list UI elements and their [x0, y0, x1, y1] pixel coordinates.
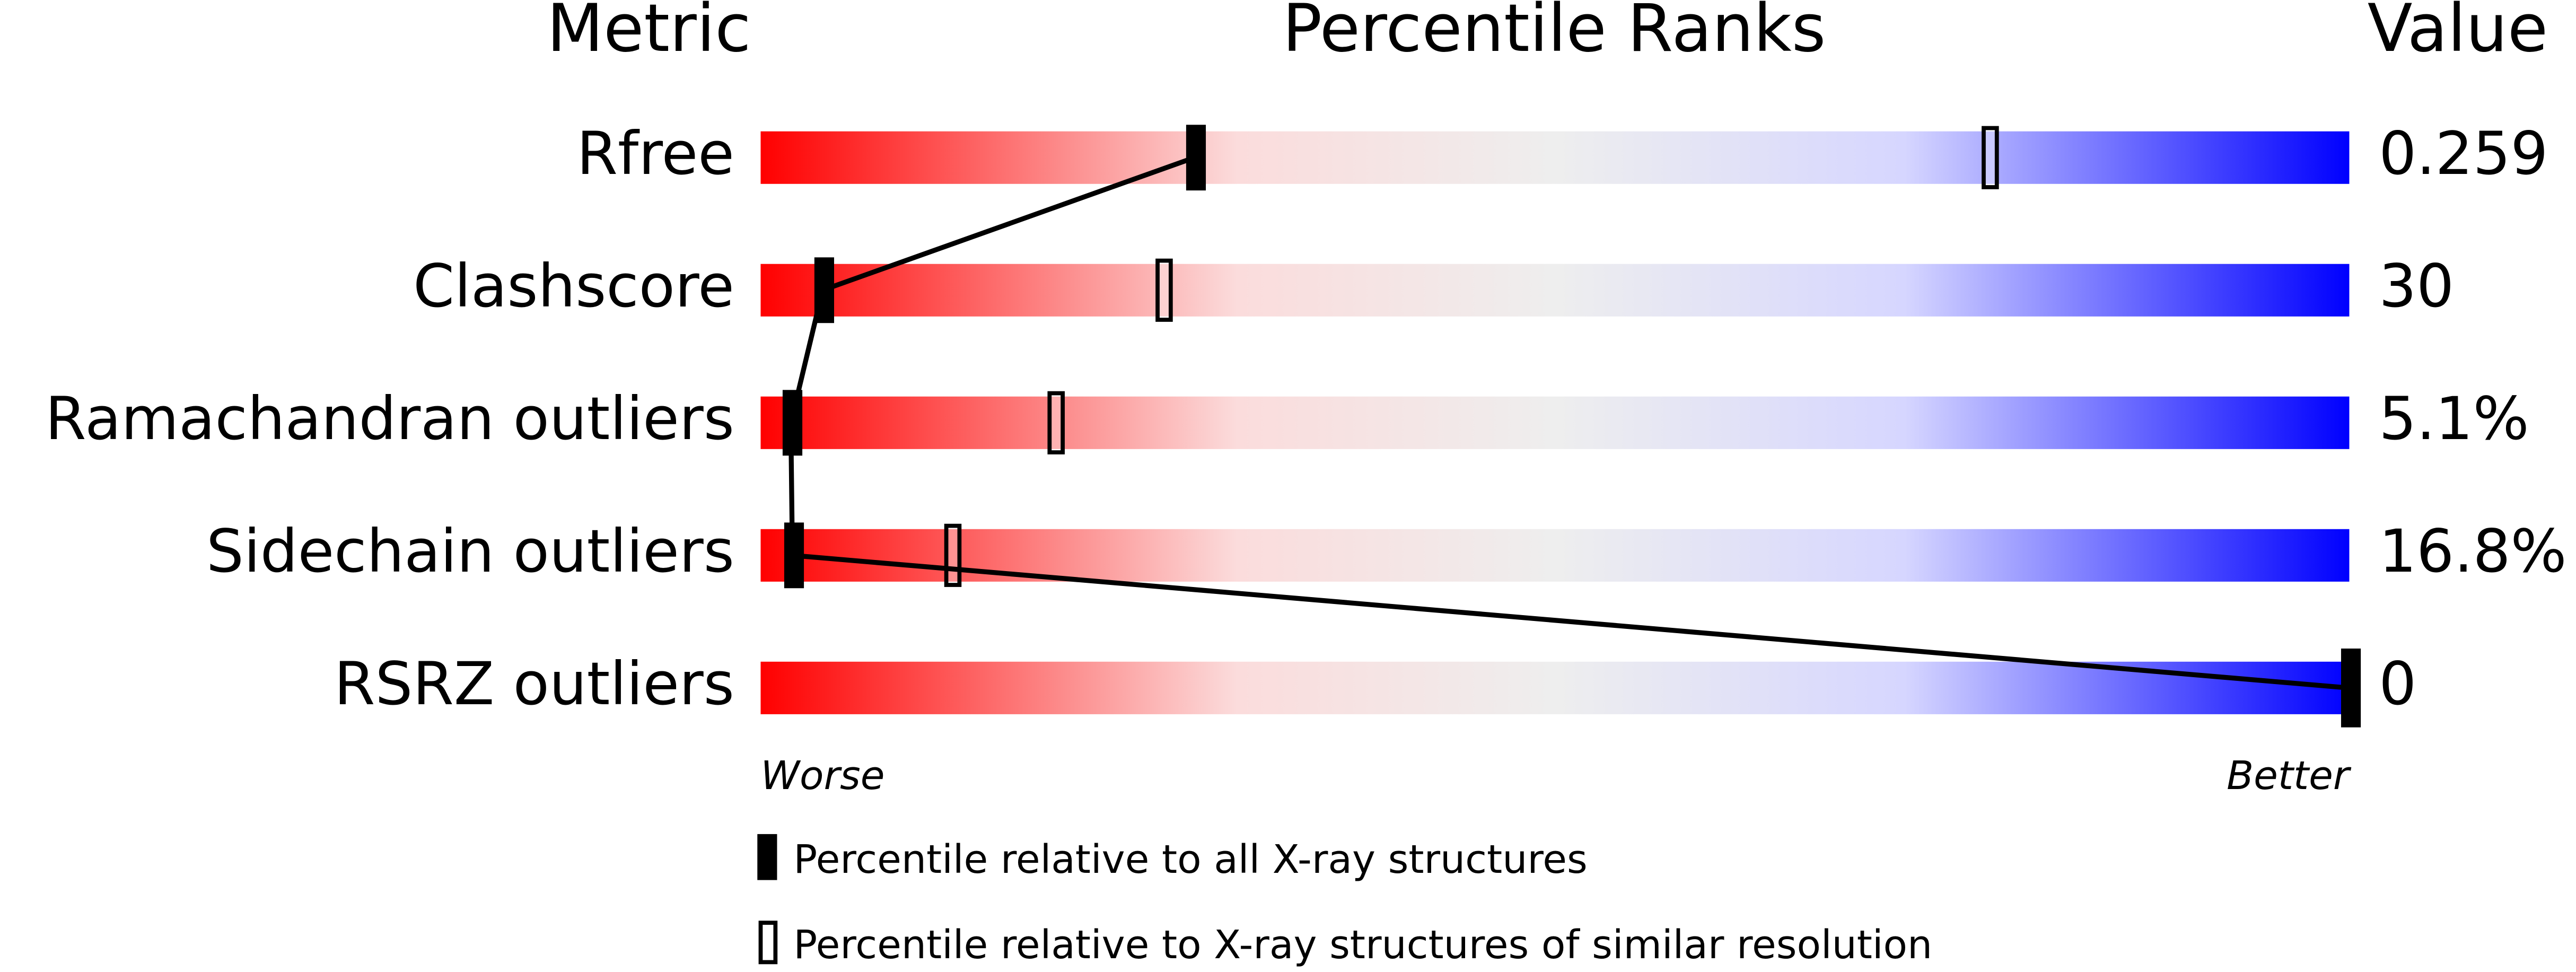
marker-similar — [944, 523, 962, 587]
slider-bar — [760, 131, 2350, 184]
worse-label: Worse — [760, 752, 884, 799]
legend-swatch-all — [757, 834, 777, 880]
marker-similar — [1047, 391, 1065, 454]
header-ranks: Percentile Ranks — [1282, 0, 1826, 67]
legend-similar: Percentile relative to X-ray structures … — [793, 922, 1932, 968]
header-value: Value — [2368, 0, 2548, 67]
metric-value: 5.1% — [2379, 385, 2529, 453]
metric-label: RSRZ outliers — [334, 650, 734, 719]
better-label: Better — [2227, 752, 2352, 799]
marker-all — [814, 257, 835, 323]
marker-all — [1186, 125, 1206, 191]
slider-bar — [760, 396, 2350, 449]
metric-value: 0.259 — [2379, 120, 2548, 188]
marker-similar — [1982, 126, 1999, 189]
marker-similar — [1155, 258, 1173, 322]
marker-all — [2341, 649, 2361, 728]
slider-bar — [760, 661, 2350, 714]
header-metric: Metric — [547, 0, 751, 67]
metric-label: Clashscore — [413, 252, 734, 321]
metric-value: 0 — [2379, 650, 2416, 719]
legend-swatch-similar — [758, 921, 778, 965]
legend-all: Percentile relative to all X-ray structu… — [793, 836, 1587, 882]
metric-label: Ramachandran outliers — [45, 385, 734, 453]
metric-label: Sidechain outliers — [206, 518, 734, 586]
metric-label: Rfree — [576, 120, 734, 188]
marker-all — [782, 390, 803, 456]
metric-value: 30 — [2379, 252, 2454, 321]
slider-bar — [760, 264, 2350, 317]
metric-value: 16.8% — [2379, 518, 2566, 586]
marker-all — [784, 522, 804, 589]
